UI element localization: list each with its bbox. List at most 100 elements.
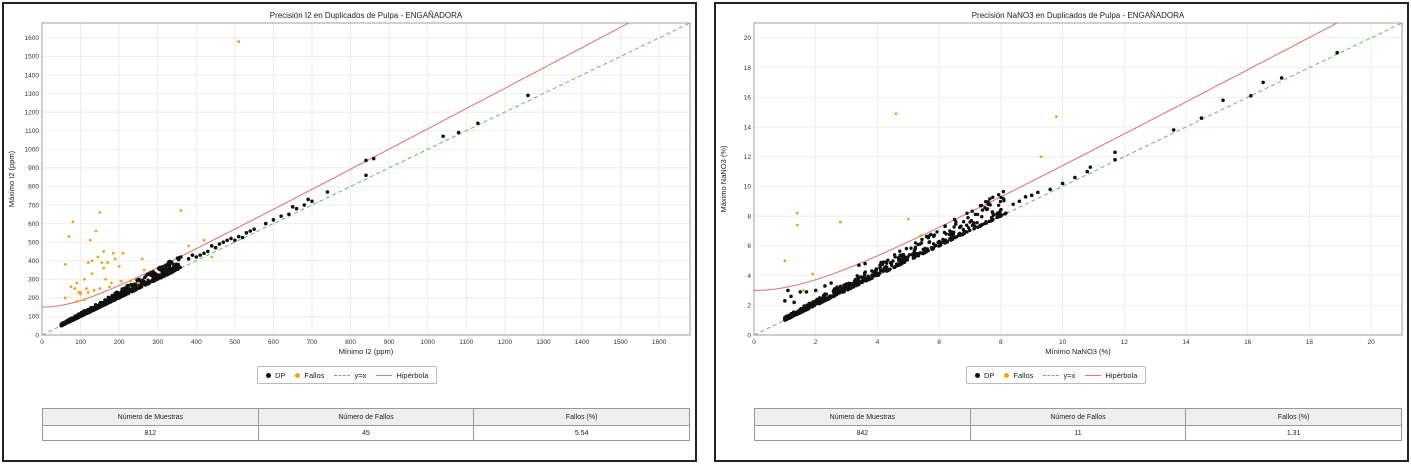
x-tick-label: 1300 (536, 339, 551, 346)
dp-point (233, 238, 237, 243)
dp-point (287, 212, 291, 217)
value-failures: 11 (969, 425, 1187, 441)
dp-point (906, 255, 910, 259)
dp-point (153, 272, 158, 276)
dp-point (916, 251, 921, 256)
dp-point (918, 242, 922, 246)
dp-point (176, 262, 180, 267)
dp-point (798, 308, 802, 312)
fallos-point (179, 209, 183, 212)
plot-frame (41, 22, 691, 336)
y-tick-label: 400 (28, 258, 39, 265)
value-samples: 842 (754, 425, 971, 441)
dp-point (987, 202, 992, 206)
scatter-plot-nano3: 0 2 4 6 8 10 12 14 16 18 20 0 2 4 6 8 10 12 14 16 18 20 Precis… (719, 11, 1403, 356)
dp-point (938, 240, 943, 245)
dp-point (931, 247, 935, 251)
dp-point (302, 203, 307, 207)
dp-point (913, 241, 918, 245)
dp-point (294, 206, 299, 211)
dp-point (59, 323, 64, 327)
dp-point (73, 315, 77, 320)
scatter-plot-i2: 0 100 200 300 400 500 600 700 800 900 1000 1100 1200… (7, 11, 691, 356)
dp-point (364, 158, 368, 163)
dp-point (996, 193, 1001, 197)
fallos-point (71, 220, 75, 224)
dp-point (961, 220, 966, 224)
dp-point (90, 309, 94, 313)
y-tick-label: 900 (28, 165, 39, 172)
dp-point (842, 290, 846, 294)
x-tick-label: 16 (1244, 339, 1252, 346)
dp-point (807, 301, 812, 305)
dp-point (874, 269, 878, 273)
fallos-point (119, 279, 123, 283)
y-tick-label: 1500 (25, 54, 40, 61)
dp-point (1001, 189, 1006, 194)
dp-point (783, 299, 787, 303)
dp-point (996, 203, 1001, 208)
dp-point (786, 288, 790, 293)
dp-point (160, 275, 165, 279)
x-tick-label: 500 (229, 339, 240, 346)
dp-point (202, 251, 206, 256)
fallos-point (83, 277, 86, 281)
dp-point (1002, 198, 1006, 203)
dp-point (164, 265, 168, 269)
value-failure-pct: 1.31 (1185, 425, 1402, 441)
value-samples: 812 (42, 425, 259, 441)
y-tick-label: 200 (28, 295, 39, 302)
dp-point (797, 311, 801, 315)
dp-point (805, 306, 809, 310)
dp-point (957, 225, 962, 230)
y-tick-label: 700 (28, 202, 39, 209)
dp-point (909, 246, 913, 250)
fallos-point (104, 277, 108, 281)
dp-point (903, 258, 908, 262)
y-tick-label: 14 (744, 124, 752, 131)
dp-point (896, 256, 901, 260)
dp-point (1029, 193, 1034, 198)
dp-point (146, 281, 150, 285)
dp-point (290, 205, 295, 209)
dp-point (870, 274, 875, 279)
legend-hyperbola: Hipérbola (1085, 371, 1137, 380)
fallos-point (94, 229, 98, 233)
fallos-point (102, 266, 106, 270)
y-tick-label: 10 (744, 184, 752, 191)
dp-point (954, 222, 958, 226)
y-axis-label: Máximo NaNO3 (%) (719, 145, 728, 213)
x-axis-label: Mínimo NaNO3 (%) (1045, 347, 1111, 356)
fallos-point (202, 238, 206, 242)
dp-point (818, 297, 823, 302)
dp-point (85, 310, 90, 314)
fallos-point (210, 255, 214, 259)
dp-point (862, 272, 867, 277)
solid-line-icon (1085, 374, 1102, 376)
dp-point (932, 234, 936, 239)
header-samples: Número de Muestras (754, 408, 971, 426)
fallos-point (102, 250, 106, 253)
y-tick-label: 500 (28, 239, 39, 246)
dp-point (836, 288, 840, 293)
dp-point (863, 261, 867, 266)
dp-point (198, 253, 202, 257)
dp-point (1335, 50, 1339, 55)
dp-point (913, 245, 918, 249)
x-tick-label: 10 (1059, 339, 1067, 346)
dp-point (1113, 150, 1117, 155)
dp-point (878, 263, 882, 267)
y-tick-label: 12 (744, 154, 752, 161)
dp-point (240, 235, 245, 240)
dp-point (101, 303, 106, 307)
dp-point (206, 249, 210, 254)
y-tick-label: 8 (747, 213, 751, 220)
fallos-point (117, 264, 121, 268)
dp-point (944, 240, 948, 244)
dp-point (456, 130, 461, 135)
value-failure-pct: 5.54 (473, 425, 690, 441)
dp-point (904, 246, 909, 251)
dashed-line-icon (334, 374, 351, 376)
fallos-point (795, 223, 799, 227)
dp-point (953, 235, 957, 240)
